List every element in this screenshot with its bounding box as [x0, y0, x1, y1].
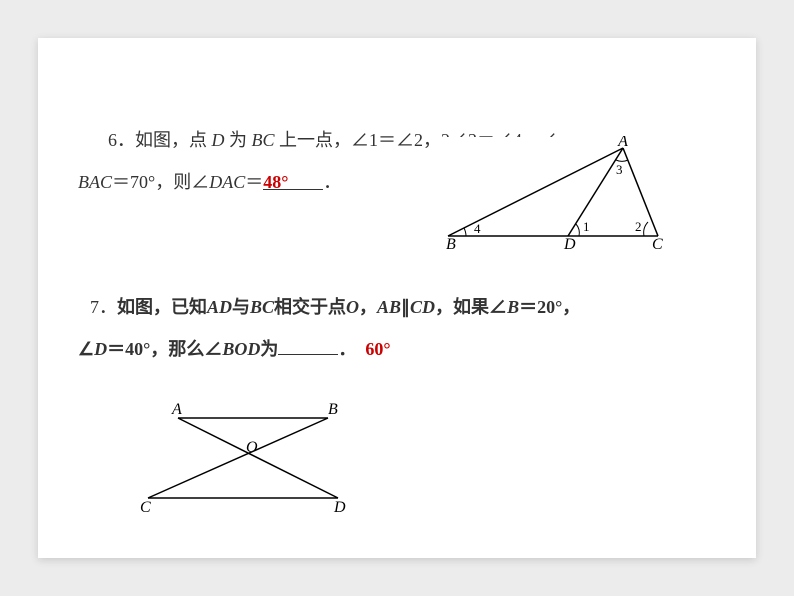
- q6-l1-mid1: 为: [225, 130, 252, 150]
- q6-l1-prefix: 6．如图，点: [108, 130, 212, 150]
- q6-l2-BAC: BAC: [78, 172, 112, 192]
- q7-svg: A B C D O: [128, 398, 358, 518]
- q7-l1-AB: AB: [377, 297, 401, 317]
- q7-label-A: A: [171, 401, 182, 418]
- q7-label-D: D: [333, 499, 346, 516]
- q6-label-A: A: [617, 136, 628, 150]
- q6-label-D: D: [563, 236, 576, 251]
- q7-l1-CD: CD: [410, 297, 435, 317]
- q7-l2-eq: ＝40°，那么∠: [107, 339, 222, 359]
- slide-container: 6．如图，点 D 为 BC 上一点，∠1＝∠2，2∠3＝∠4，∠ BAC＝70°…: [38, 38, 756, 558]
- q7-l1-b5: ，如果∠: [435, 297, 507, 317]
- q6-line2: BAC＝70°，则∠DAC＝48° ．: [78, 168, 341, 194]
- q7-l1-O: O: [346, 297, 359, 317]
- q7-l2-angle: ∠: [78, 339, 94, 359]
- q6-l1-D: D: [212, 130, 225, 150]
- q7-line2: ∠D＝40°，那么∠BOD为 ． 60°: [78, 335, 391, 361]
- q7-blank: [278, 337, 338, 355]
- q7-period: ．: [338, 339, 356, 359]
- q7-l1-eq: ＝20°，: [519, 297, 580, 317]
- q6-blank: 48°: [263, 172, 323, 190]
- content-area: 6．如图，点 D 为 BC 上一点，∠1＝∠2，2∠3＝∠4，∠ BAC＝70°…: [38, 38, 756, 558]
- q7-l1-prefix: 7．: [90, 297, 117, 317]
- q7-l1-b1: 如图，已知: [117, 297, 207, 317]
- q7-label-C: C: [140, 499, 151, 516]
- q6-label-B: B: [446, 236, 456, 251]
- q6-l2-DAC: DAC: [209, 172, 245, 192]
- q7-answer: 60°: [365, 339, 390, 359]
- q6-figure: A B D C 1 2 3 4: [438, 136, 668, 251]
- q7-l1-Bv: B: [507, 297, 519, 317]
- q7-label-B: B: [328, 401, 338, 418]
- q6-svg: A B D C 1 2 3 4: [438, 136, 668, 251]
- q6-label-4: 4: [474, 221, 481, 236]
- q7-label-O: O: [246, 439, 258, 456]
- q6-label-1: 1: [583, 219, 590, 234]
- q6-label-3: 3: [616, 162, 623, 177]
- q7-l2-D: D: [94, 339, 107, 359]
- q7-l1-b4: ，: [359, 297, 377, 317]
- q7-l1-par: ∥: [401, 297, 410, 317]
- q6-answer: 48°: [263, 172, 288, 192]
- q7-l2-for: 为: [260, 339, 278, 359]
- q6-period: ．: [323, 172, 341, 192]
- q6-l2-eq: ＝70°，则∠: [112, 172, 209, 192]
- q6-label-C: C: [652, 236, 663, 251]
- q7-l1-BC: BC: [250, 297, 274, 317]
- q7-l2-BOD: BOD: [222, 339, 260, 359]
- q7-l1-b3: 相交于点: [274, 297, 346, 317]
- q6-l2-eq2: ＝: [245, 172, 263, 192]
- q6-label-2: 2: [635, 219, 642, 234]
- q7-figure: A B C D O: [128, 398, 358, 518]
- q7-l1-b2: 与: [232, 297, 250, 317]
- q7-l1-AD: AD: [207, 297, 232, 317]
- q7-line1: 7．如图，已知AD与BC相交于点O，AB∥CD，如果∠B＝20°，: [90, 293, 580, 319]
- q6-l1-BC: BC: [252, 130, 275, 150]
